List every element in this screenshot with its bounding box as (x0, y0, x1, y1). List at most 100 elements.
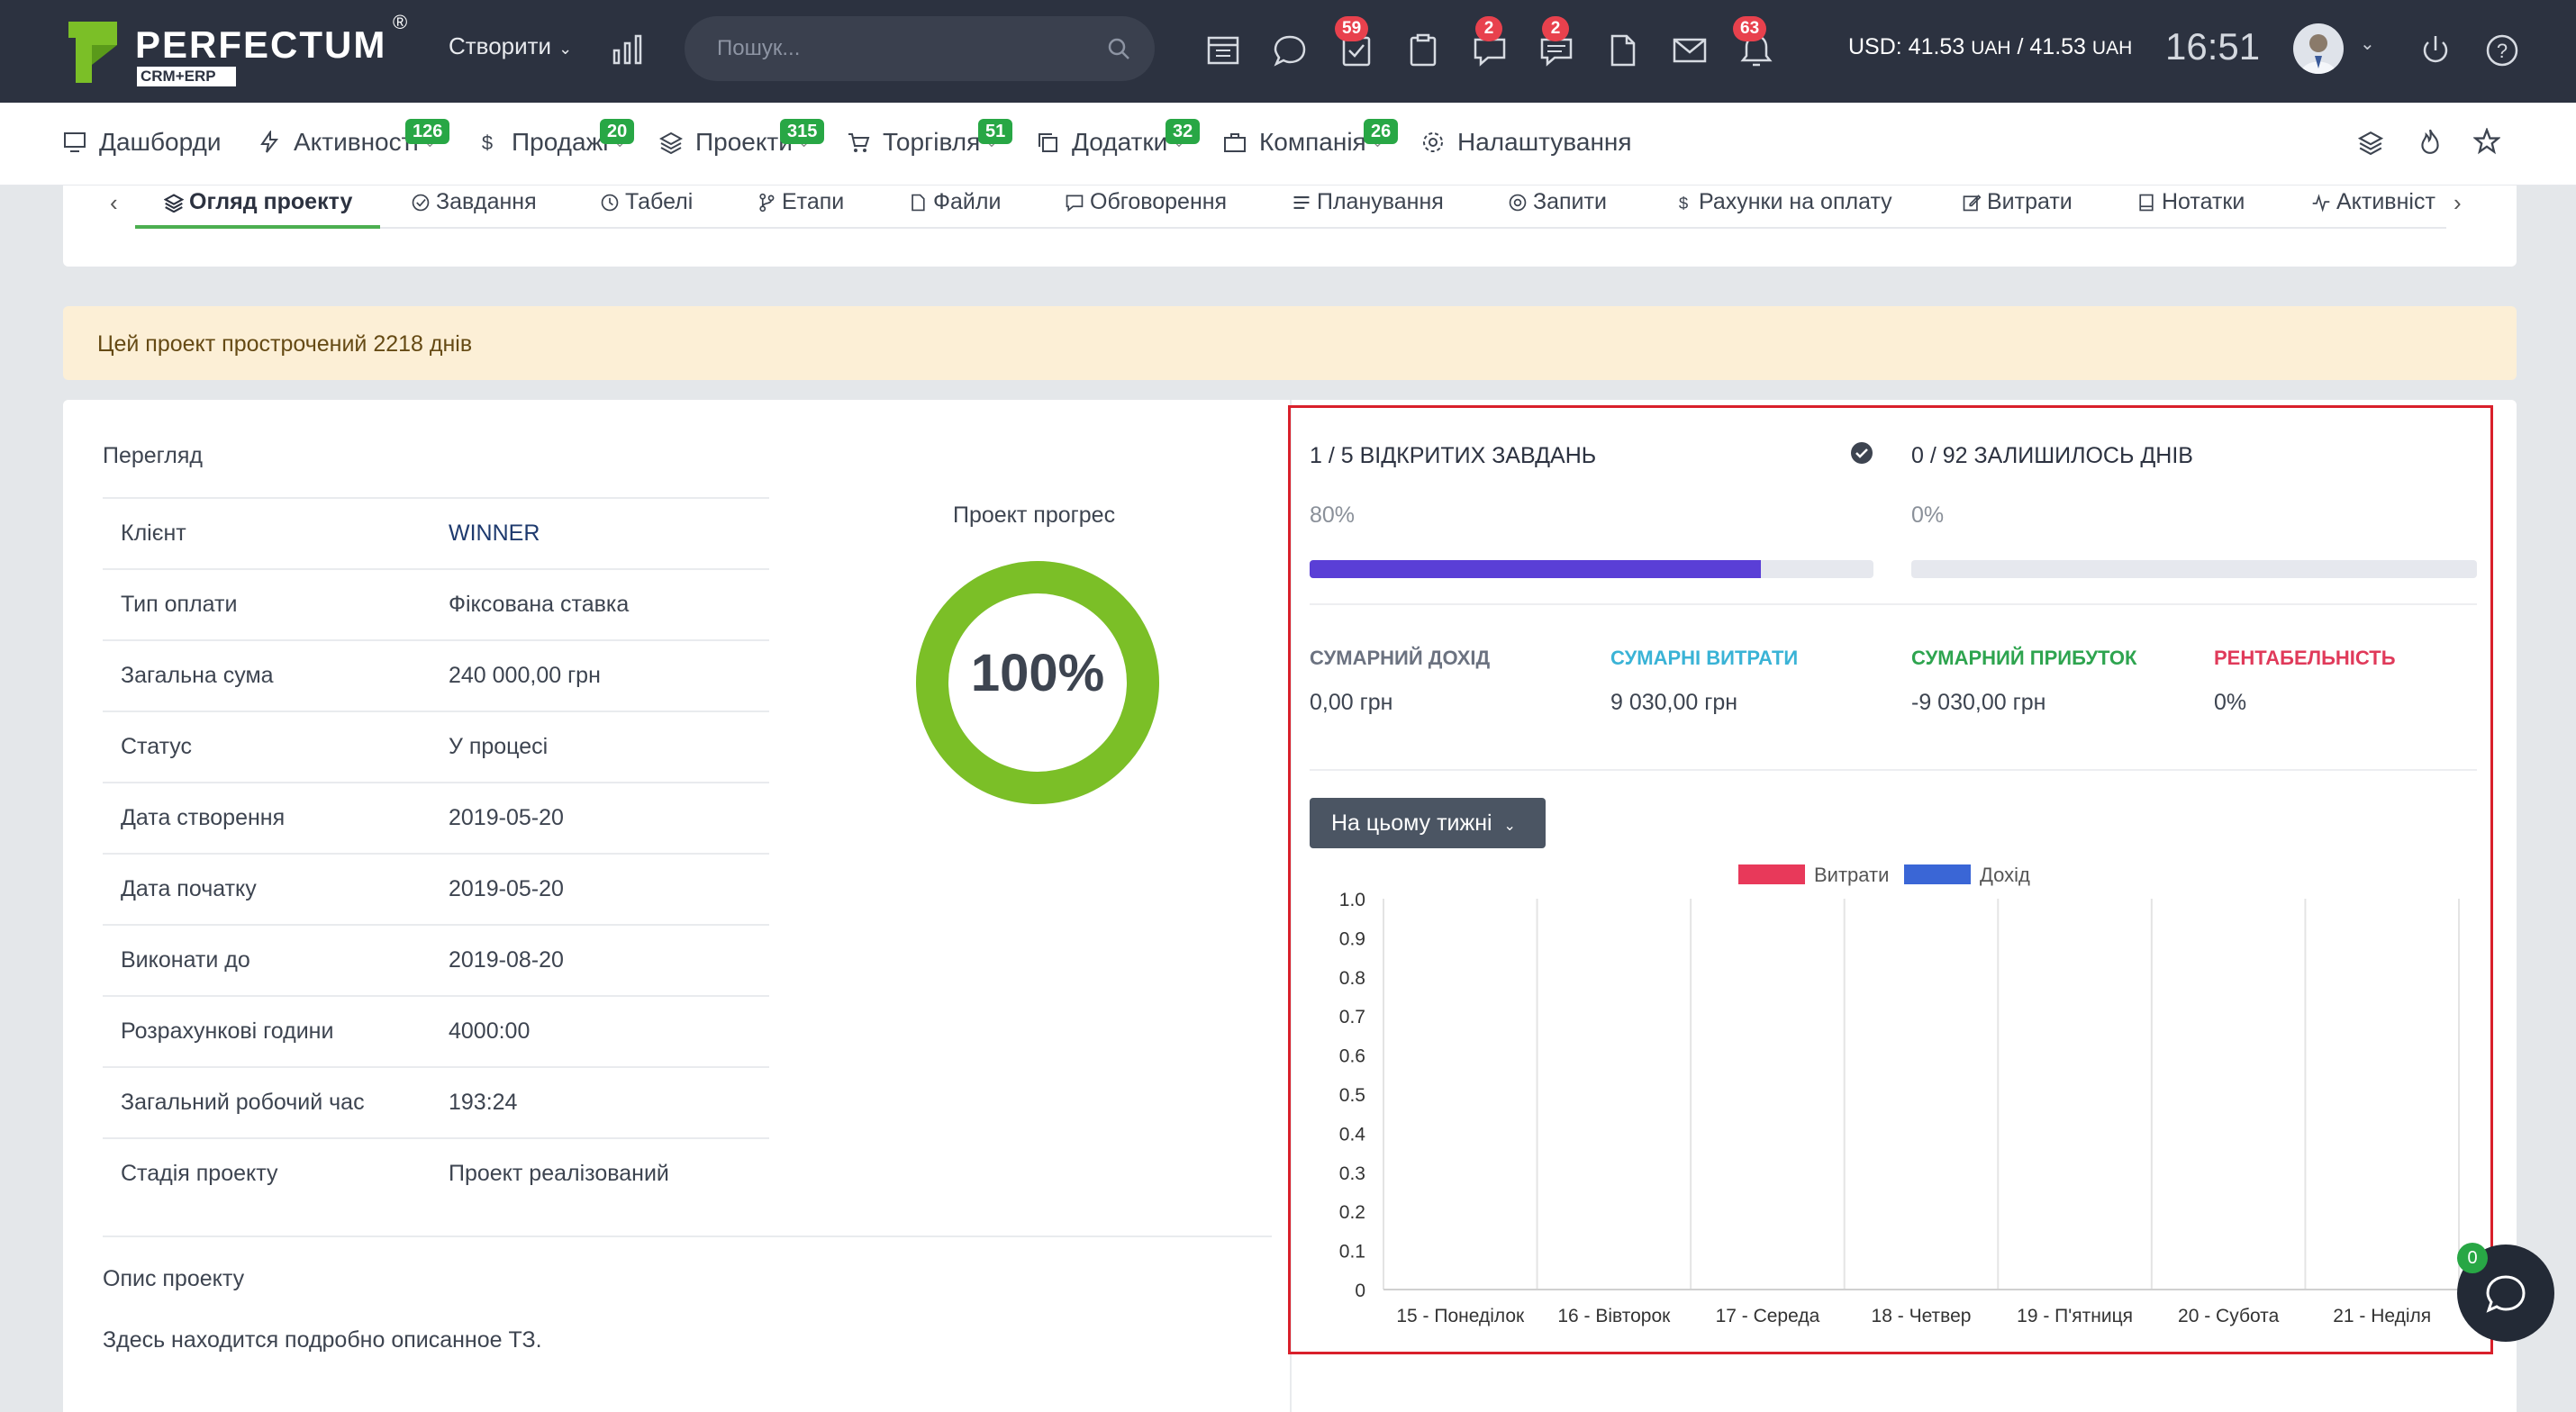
row-value: 2019-08-20 (449, 947, 564, 973)
description-text: Здесь находится подробно описанное ТЗ. (103, 1327, 542, 1353)
tab-label: Обговорення (1090, 189, 1228, 214)
table-row: Дата створення 2019-05-20 (103, 782, 769, 853)
nav-activities[interactable]: Активності⌄ 126 (258, 119, 450, 157)
clipboard-icon[interactable] (1403, 31, 1443, 70)
description-title: Опис проекту (103, 1266, 245, 1291)
y-tick-label: 0.6 (1339, 1046, 1365, 1067)
calendar-icon[interactable] (1203, 31, 1243, 70)
nav-projects[interactable]: Проекти⌄ 315 (659, 119, 825, 157)
tab-stages[interactable]: Етапи (757, 189, 844, 215)
row-value: У процесі (449, 734, 549, 759)
y-tick-label: 0.5 (1339, 1085, 1365, 1106)
nav-company[interactable]: Компанія⌄ 26 (1223, 119, 1399, 157)
row-value: 193:24 (449, 1090, 518, 1115)
clock-icon (601, 194, 619, 211)
x-tick-label: 16 - Вівторок (1557, 1306, 1671, 1326)
nav-dashboards[interactable]: Дашборди (63, 128, 222, 157)
chat-alert-icon[interactable] (1470, 31, 1510, 70)
currency-rate: USD: 41.53 UAH / 41.53 UAH (1848, 34, 2132, 60)
tab-expenses[interactable]: Витрати (1962, 189, 2073, 215)
chat-bubble-icon[interactable] (1270, 31, 1310, 70)
highlight-box (1288, 405, 2493, 1354)
notifications-badge: 63 (1733, 16, 1767, 41)
tab-overview[interactable]: Огляд проекту (164, 189, 352, 215)
stats-icon[interactable] (611, 32, 645, 67)
branch-icon (759, 193, 775, 212)
nav-badge: 20 (600, 119, 635, 144)
list-icon (1293, 195, 1310, 209)
tabs-right-arrow-icon[interactable]: › (2450, 189, 2465, 217)
gear-icon (1423, 132, 1443, 152)
nav-badge: 51 (978, 119, 1013, 144)
row-label: Розрахункові години (121, 1018, 334, 1044)
client-link[interactable]: WINNER (449, 520, 540, 546)
mail-icon[interactable] (1670, 31, 1710, 70)
table-row: Клієнт WINNER (103, 497, 769, 568)
tab-timesheets[interactable]: Табелі (600, 189, 693, 215)
tab-invoices[interactable]: $ Рахунки на оплату (1673, 189, 1892, 215)
y-tick-label: 0.9 (1339, 928, 1365, 949)
row-value: 4000:00 (449, 1018, 531, 1044)
activity-icon (2312, 193, 2330, 213)
tab-notes[interactable]: Нотатки (2136, 189, 2245, 215)
tabs-divider (135, 227, 2446, 229)
tab-files[interactable]: Файли (908, 189, 1001, 215)
table-row: Загальна сума 240 000,00 грн (103, 639, 769, 711)
tasks-progress-bar (1310, 560, 1873, 578)
period-dropdown[interactable]: На цьому тижні ⌄ (1310, 798, 1546, 848)
briefcase-icon (1224, 133, 1246, 152)
layers-icon[interactable] (2358, 130, 2383, 155)
top-bar: PERFECTUM ® CRM+ERP Створити ⌄ 59 2 (0, 0, 2576, 103)
x-tick-label: 20 - Субота (2178, 1306, 2280, 1326)
nav-trade[interactable]: Торгівля⌄ 51 (847, 119, 1013, 157)
nav-sales[interactable]: $ Продажі⌄ 20 (476, 119, 635, 157)
nav-badge: 32 (1166, 119, 1201, 144)
days-left-heading: 0 / 92 ЗАЛИШИЛОСЬ ДНІВ (1911, 443, 2193, 468)
tab-discussions[interactable]: Обговорення (1065, 189, 1227, 215)
search-input[interactable] (717, 31, 1077, 67)
search-icon[interactable] (1106, 36, 1131, 61)
tab-planning[interactable]: Планування (1292, 189, 1444, 215)
progress-arc (916, 561, 1159, 804)
table-row: Статус У процесі (103, 711, 769, 782)
check-circle-icon (1851, 442, 1873, 464)
row-label: Загальний робочий час (121, 1090, 365, 1115)
kpi-income-label: СУМАРНИЙ ДОХІД (1310, 647, 1491, 669)
search-box[interactable] (685, 16, 1155, 81)
open-tasks-heading: 1 / 5 ВІДКРИТИХ ЗАВДАНЬ (1310, 443, 1597, 468)
avatar[interactable] (2293, 23, 2344, 74)
x-tick-label: 15 - Понеділок (1396, 1306, 1525, 1326)
y-tick-label: 0.2 (1339, 1202, 1365, 1223)
fire-icon[interactable] (2417, 128, 2443, 155)
tab-activity[interactable]: Активніст (2311, 189, 2435, 215)
nav-badge: 26 (1364, 119, 1399, 144)
tab-label: Нотатки (2162, 189, 2245, 214)
table-row: Тип оплати Фіксована ставка (103, 568, 769, 639)
tabs-left-arrow-icon[interactable]: ‹ (110, 189, 118, 216)
file-icon (912, 194, 925, 211)
row-label: Стадія проекту (121, 1161, 278, 1186)
tab-requests[interactable]: Запити (1508, 189, 1607, 215)
star-icon[interactable] (2473, 128, 2500, 155)
legend-label: Дохід (1980, 864, 2030, 886)
y-tick-label: 0.7 (1339, 1007, 1365, 1027)
tasks-badge: 59 (1335, 16, 1369, 41)
chevron-down-icon[interactable]: ⌄ (2360, 34, 2375, 54)
dollar-icon: $ (1679, 193, 1689, 212)
nav-label: Додатки (1072, 128, 1168, 156)
check-circle-icon (412, 194, 430, 211)
overview-title: Перегляд (103, 443, 203, 468)
active-tab-indicator (135, 225, 380, 229)
nav-addons[interactable]: Додатки⌄ 32 (1036, 119, 1201, 157)
document-icon[interactable] (1603, 31, 1643, 70)
help-icon[interactable]: ? (2482, 31, 2522, 70)
kpi-profitability-value: 0% (2214, 690, 2247, 715)
nav-label: Дашборди (99, 128, 222, 156)
nav-settings[interactable]: Налаштування (1421, 128, 1632, 157)
messages-icon[interactable] (1537, 31, 1576, 70)
tab-tasks[interactable]: Завдання (411, 189, 537, 215)
tab-label: Табелі (625, 189, 694, 214)
nav-label: Торгівля (883, 128, 981, 156)
create-dropdown[interactable]: Створити ⌄ (449, 32, 572, 60)
power-icon[interactable] (2416, 31, 2455, 70)
